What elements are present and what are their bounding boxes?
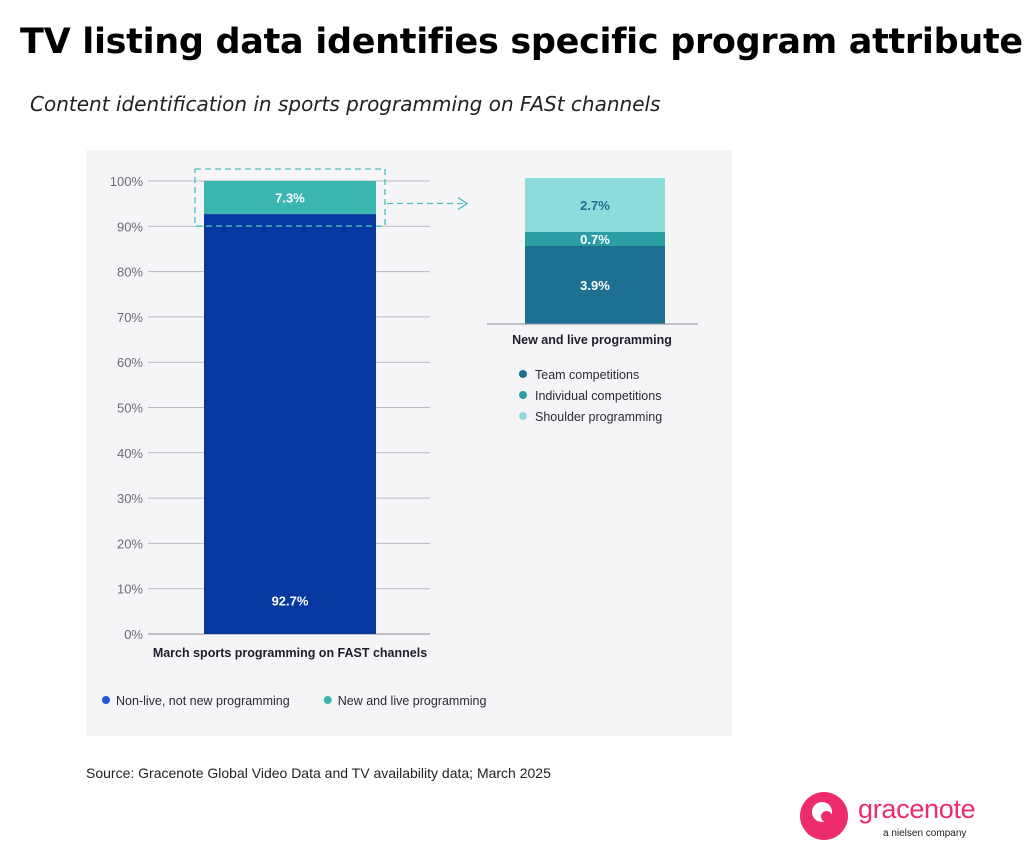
legend-label: New and live programming	[338, 694, 487, 708]
connector-arrowhead	[457, 196, 469, 211]
sub-data-label: 2.7%	[580, 198, 610, 213]
y-tick-label: 20%	[117, 536, 143, 551]
logo-name: gracenote	[858, 794, 976, 824]
y-tick-label: 30%	[117, 491, 143, 506]
gracenote-logo-icon	[800, 792, 848, 840]
y-tick-label: 100%	[110, 174, 144, 189]
sub-legend-label: Individual competitions	[535, 389, 661, 403]
sub-legend-swatch	[519, 370, 527, 378]
data-label: 7.3%	[275, 191, 305, 206]
data-label: 92.7%	[272, 593, 309, 608]
y-tick-label: 50%	[117, 401, 143, 416]
y-tick-label: 0%	[124, 627, 143, 642]
chart-svg: 0% 10% 20% 30% 40% 50% 60% 70% 80% 90% 100% 92.7% 7.…	[102, 168, 698, 708]
sub-data-label: 0.7%	[580, 232, 610, 247]
y-tick-label: 10%	[117, 582, 143, 597]
sub-legend-label: Shoulder programming	[535, 410, 662, 424]
sub-legend-swatch	[519, 412, 527, 420]
sub-bar-segment	[525, 232, 665, 246]
bar-segment	[204, 214, 376, 634]
sub-category-label: New and live programming	[512, 333, 672, 347]
sub-legend-swatch	[519, 391, 527, 399]
y-tick-label: 90%	[117, 219, 143, 234]
sub-bar-segment	[525, 246, 665, 324]
legend-swatch	[323, 696, 332, 704]
highlight-box	[194, 168, 386, 227]
y-tick-label: 60%	[117, 355, 143, 370]
chart-title: TV listing data identifies specific prog…	[20, 22, 1024, 62]
sub-bar-segment	[525, 178, 665, 232]
gracenote-logo: gracenote a nielsen company	[800, 790, 980, 845]
logo-tagline: a nielsen company	[883, 828, 967, 839]
y-tick-label: 80%	[117, 265, 143, 280]
legend-label: Non-live, not new programming	[116, 694, 290, 708]
legend-swatch	[102, 696, 110, 704]
sub-data-label: 3.9%	[580, 278, 610, 293]
sub-legend-label: Team competitions	[535, 368, 639, 382]
bar-segment	[204, 181, 376, 215]
chart-subtitle: Content identification in sports program…	[30, 92, 661, 116]
chart-panel: 0% 10% 20% 30% 40% 50% 60% 70% 80% 90% 100% 92.7% 7.…	[86, 150, 732, 736]
x-category-label: March sports programming on FAST channel…	[153, 646, 427, 660]
source-note: Source: Gracenote Global Video Data and …	[86, 765, 551, 781]
y-tick-label: 70%	[117, 310, 143, 325]
y-tick-label: 40%	[117, 446, 143, 461]
